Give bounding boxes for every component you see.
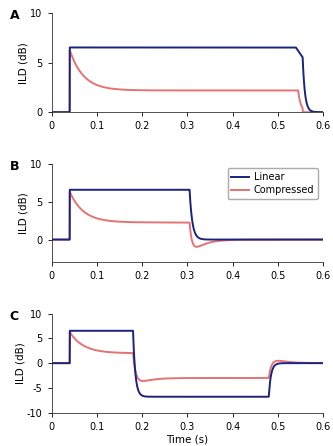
- Text: B: B: [10, 160, 19, 173]
- Legend: Linear, Compressed: Linear, Compressed: [227, 169, 318, 199]
- Text: C: C: [10, 310, 19, 323]
- X-axis label: Time (s): Time (s): [166, 434, 208, 444]
- Y-axis label: ILD (dB): ILD (dB): [15, 342, 25, 384]
- Text: A: A: [10, 9, 19, 22]
- Y-axis label: ILD (dB): ILD (dB): [19, 192, 29, 234]
- Y-axis label: ILD (dB): ILD (dB): [19, 42, 29, 84]
